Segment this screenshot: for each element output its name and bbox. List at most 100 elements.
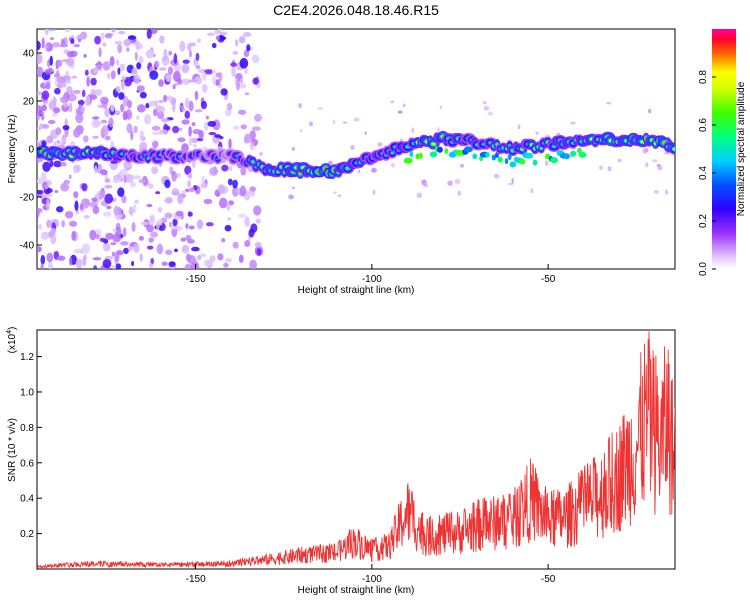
noise-speck — [249, 259, 257, 269]
noise-speck — [249, 130, 256, 140]
noise-speck — [129, 181, 136, 188]
noise-speck — [37, 189, 44, 195]
noise-speck — [49, 159, 54, 168]
noise-speck — [556, 132, 561, 136]
noise-speck — [645, 162, 649, 168]
noise-speck — [104, 184, 113, 189]
noise-speck — [76, 34, 84, 41]
noise-speck — [66, 79, 71, 84]
noise-speck — [92, 205, 100, 215]
noise-speck — [164, 179, 171, 189]
noise-speck — [66, 86, 73, 94]
noise-speck — [145, 49, 155, 59]
noise-speck — [191, 137, 199, 143]
noise-speck — [126, 123, 133, 134]
noise-speck — [121, 75, 126, 82]
colorbar-gradient — [712, 29, 736, 269]
noise-speck — [254, 113, 262, 122]
noise-speck — [50, 234, 57, 245]
noise-speck — [75, 258, 83, 269]
noise-speck — [151, 166, 159, 175]
noise-speck — [157, 244, 163, 255]
noise-speck — [158, 99, 164, 104]
ridge-blob — [504, 158, 509, 165]
noise-speck — [402, 103, 406, 108]
noise-speck — [152, 140, 159, 148]
noise-speck — [42, 161, 51, 172]
ridge-blob — [570, 150, 577, 157]
noise-speck — [81, 89, 86, 98]
spectrogram-y-tick-label: 20 — [23, 97, 35, 108]
noise-speck — [185, 223, 189, 229]
noise-speck — [77, 99, 85, 106]
noise-speck — [64, 29, 71, 33]
noise-speck — [390, 162, 396, 168]
noise-speck — [483, 106, 490, 111]
ridge-blob — [418, 152, 423, 159]
noise-speck — [227, 217, 232, 221]
noise-speck — [110, 104, 115, 112]
noise-speck — [184, 97, 190, 109]
noise-speck — [37, 177, 45, 185]
noise-speck — [173, 53, 178, 64]
noise-speck — [161, 118, 170, 123]
noise-speck — [187, 172, 193, 179]
noise-speck — [68, 102, 73, 113]
noise-speck — [234, 39, 239, 47]
ridge-blob — [509, 161, 517, 168]
noise-speck — [112, 176, 121, 184]
noise-speck — [45, 198, 50, 210]
noise-speck — [74, 200, 79, 211]
noise-speck — [77, 38, 82, 43]
noise-speck — [225, 108, 232, 117]
noise-speck — [119, 63, 126, 72]
noise-speck — [71, 75, 78, 79]
noise-speck — [115, 263, 122, 269]
noise-speck — [37, 246, 42, 253]
noise-speck — [131, 222, 136, 233]
noise-speck — [200, 100, 207, 110]
noise-speck — [78, 104, 82, 110]
noise-speck — [102, 61, 111, 71]
noise-speck — [177, 193, 184, 205]
noise-speck — [111, 265, 116, 269]
noise-speck — [151, 131, 161, 136]
noise-speck — [41, 90, 50, 100]
noise-speck — [249, 186, 257, 192]
snr-x-label: Height of straight line (km) — [298, 585, 415, 596]
snr-y-tick-label: 0.2 — [20, 529, 34, 540]
noise-speck — [182, 59, 190, 64]
noise-speck — [55, 127, 62, 136]
noise-speck — [158, 79, 164, 87]
noise-speck — [482, 101, 487, 105]
noise-speck — [164, 212, 173, 219]
noise-speck — [133, 74, 141, 85]
noise-speck — [45, 42, 49, 52]
noise-speck — [190, 261, 200, 269]
noise-speck — [309, 121, 313, 127]
noise-speck — [73, 248, 82, 254]
noise-speck — [55, 70, 60, 77]
noise-speck — [237, 213, 246, 218]
noise-speck — [41, 37, 45, 49]
noise-speck — [83, 53, 87, 58]
noise-speck — [135, 40, 141, 51]
noise-speck — [52, 96, 57, 106]
noise-speck — [181, 190, 187, 194]
noise-speck — [41, 124, 50, 129]
noise-speck — [664, 189, 669, 195]
noise-speck — [249, 141, 254, 151]
noise-speck — [439, 105, 442, 110]
noise-speck — [71, 230, 77, 241]
noise-speck — [90, 77, 97, 86]
noise-speck — [126, 47, 130, 52]
spectrogram-x-tick-label: -50 — [541, 274, 556, 285]
noise-speck — [148, 237, 155, 243]
noise-speck — [49, 55, 53, 66]
noise-speck — [154, 60, 160, 69]
noise-speck — [192, 159, 196, 169]
noise-speck — [181, 108, 186, 112]
noise-speck — [102, 42, 107, 47]
snr-scale-close: ) — [7, 327, 18, 330]
noise-speck — [244, 216, 250, 228]
